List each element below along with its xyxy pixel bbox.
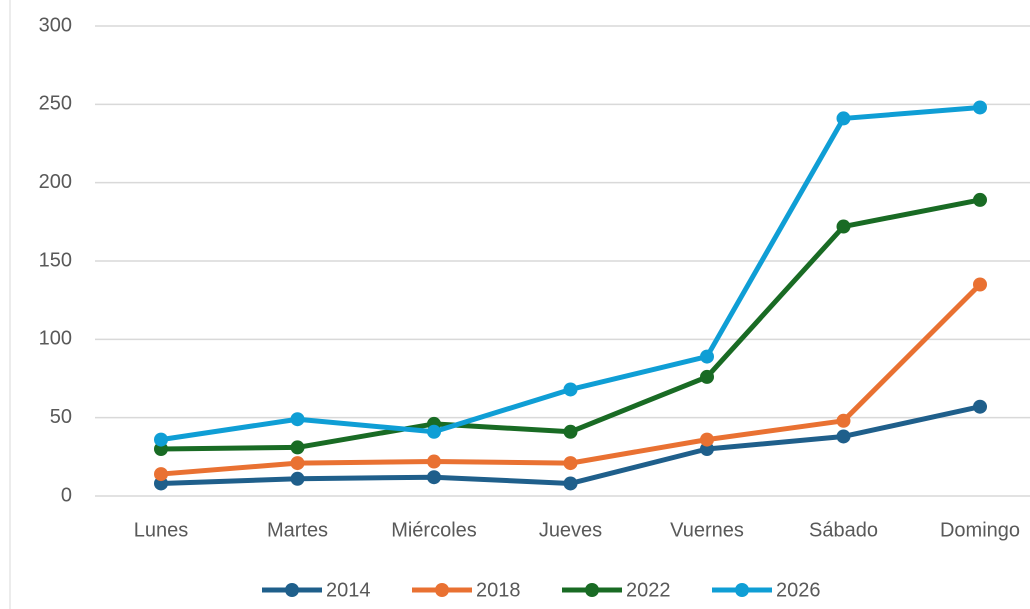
x-tick-label: Miércoles [391,519,477,541]
legend-label: 2014 [326,579,371,601]
marker [973,399,987,414]
legend-marker [585,583,599,597]
y-tick-label: 0 [61,484,72,506]
marker [563,382,578,397]
marker [290,440,305,455]
y-tick-label: 250 [39,93,72,115]
marker [973,192,987,207]
marker [836,219,851,234]
marker [290,471,305,486]
x-tick-label: Martes [267,519,328,541]
marker [290,412,305,427]
y-tick-label: 150 [39,249,72,271]
legend-label: 2022 [626,579,671,601]
legend-marker [735,583,749,597]
marker [427,470,441,485]
legend-label: 2018 [476,579,521,601]
y-tick-label: 200 [39,171,72,193]
series-line [160,197,981,452]
marker [563,456,578,471]
marker [973,100,987,115]
y-tick-label: 100 [39,328,72,350]
x-tick-label: Domingo [940,519,1020,541]
legend-marker [285,583,299,597]
x-tick-label: Jueves [539,519,602,541]
legend-label: 2026 [776,579,821,601]
marker [154,432,168,447]
marker [154,467,168,482]
marker [700,349,714,364]
legend-marker [435,583,449,597]
marker [563,424,578,439]
marker [700,369,714,384]
y-tick-label: 50 [50,406,72,428]
marker [427,454,441,469]
marker [836,413,851,428]
marker [836,111,851,126]
marker [427,424,441,439]
y-tick-label: 300 [39,14,72,36]
marker [836,429,851,444]
x-tick-label: Sábado [809,519,878,541]
marker [973,277,987,292]
marker [700,432,714,447]
x-tick-label: Lunes [134,519,189,541]
marker [290,456,305,471]
marker [563,476,578,491]
x-tick-label: Vuernes [670,519,744,541]
